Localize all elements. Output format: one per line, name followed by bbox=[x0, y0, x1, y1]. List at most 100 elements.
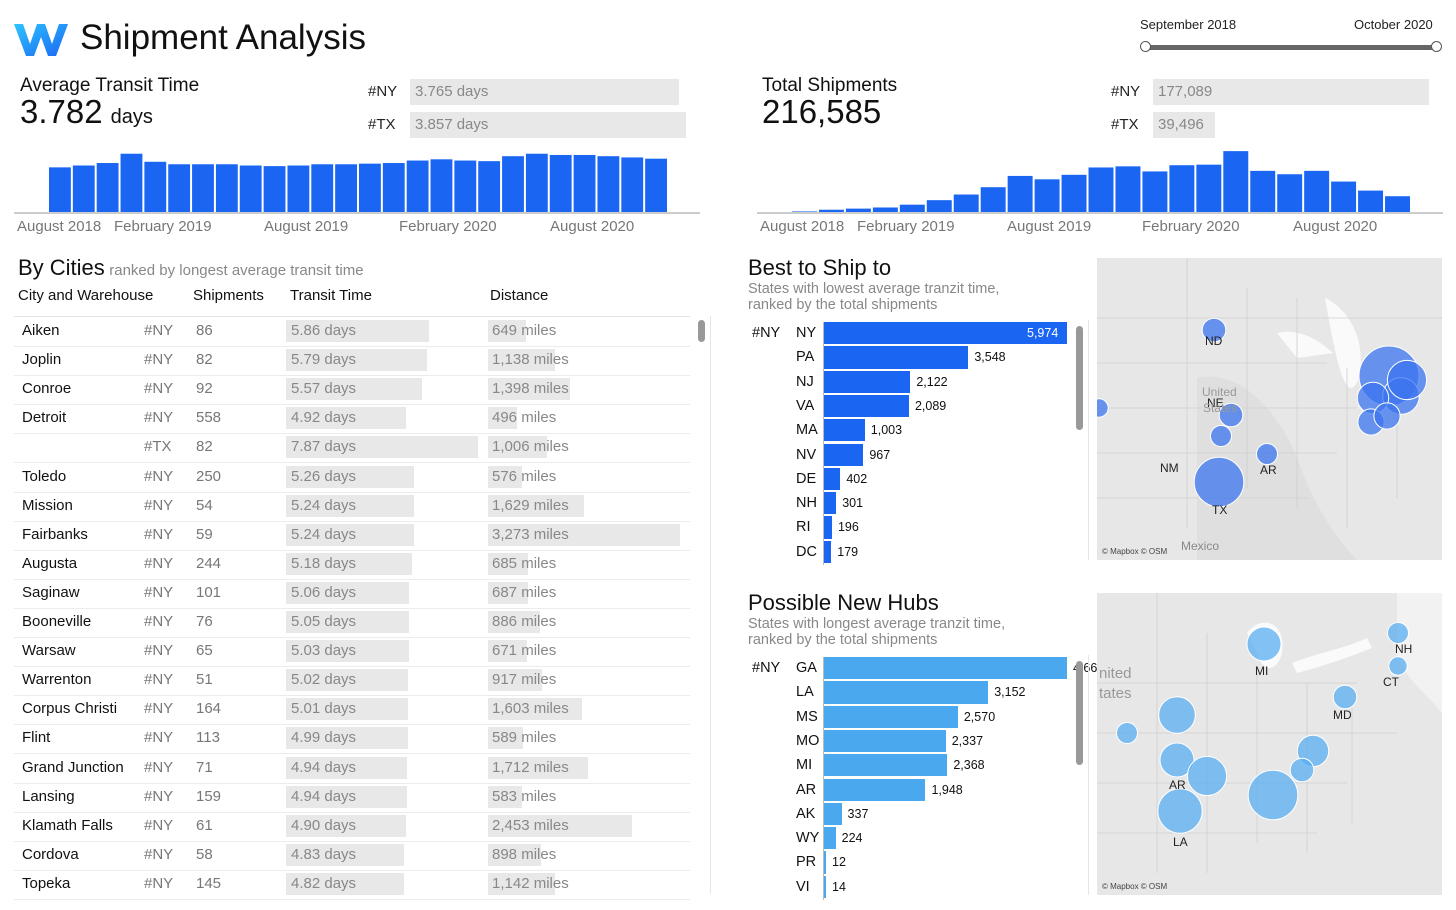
table-row[interactable]: Toledo #NY 250 5.26 days 576 miles bbox=[14, 463, 690, 493]
table-row[interactable]: Cordova #NY 58 4.83 days 898 miles bbox=[14, 841, 690, 871]
hubs-map-bubble[interactable] bbox=[1157, 788, 1203, 834]
hubs-bar[interactable] bbox=[824, 729, 946, 753]
slider-start-handle[interactable] bbox=[1140, 41, 1151, 52]
hubs-map-bubble[interactable] bbox=[1247, 769, 1299, 821]
best-bar[interactable] bbox=[824, 443, 864, 466]
transit-bar[interactable] bbox=[502, 156, 524, 212]
hubs-map-bubble[interactable] bbox=[1332, 684, 1358, 710]
shipments-bar[interactable] bbox=[1034, 179, 1060, 212]
hubs-bar[interactable] bbox=[824, 802, 842, 826]
table-row[interactable]: Corpus Christi #NY 164 5.01 days 1,603 miles bbox=[14, 695, 690, 726]
shipments-bar[interactable] bbox=[1115, 166, 1141, 212]
shipments-bar[interactable] bbox=[980, 187, 1006, 212]
table-row[interactable]: Saginaw #NY 101 5.06 days 687 miles bbox=[14, 579, 690, 609]
shipments-bar[interactable] bbox=[899, 204, 925, 212]
best-bar[interactable] bbox=[824, 394, 909, 418]
shipments-bar[interactable] bbox=[1385, 196, 1410, 212]
table-row[interactable]: Booneville #NY 76 5.05 days 886 miles bbox=[14, 608, 690, 638]
hubs-map-bubble[interactable] bbox=[1246, 626, 1282, 662]
shipments-bar[interactable] bbox=[818, 209, 844, 212]
shipments-bar[interactable] bbox=[953, 194, 979, 212]
transit-bar[interactable] bbox=[525, 153, 548, 212]
table-row[interactable]: Mission #NY 54 5.24 days 1,629 miles bbox=[14, 492, 690, 522]
hubs-map-bubble[interactable] bbox=[1186, 755, 1228, 797]
shipments-bar[interactable] bbox=[1250, 170, 1276, 212]
transit-bar[interactable] bbox=[359, 163, 381, 212]
transit-bar[interactable] bbox=[430, 159, 453, 212]
shipments-bar[interactable] bbox=[872, 207, 898, 212]
table-row[interactable]: Joplin #NY 82 5.79 days 1,138 miles bbox=[14, 346, 690, 377]
shipments-bar[interactable] bbox=[1304, 170, 1330, 212]
hubs-scrollbar[interactable] bbox=[1076, 661, 1083, 765]
best-map-bubble[interactable] bbox=[1097, 398, 1109, 418]
best-map-bubble[interactable] bbox=[1386, 359, 1428, 401]
best-bar[interactable] bbox=[824, 346, 969, 369]
transit-bar[interactable] bbox=[215, 164, 238, 212]
slider-end-handle[interactable] bbox=[1431, 41, 1442, 52]
best-map-bubble[interactable] bbox=[1201, 317, 1227, 343]
table-row[interactable]: Warsaw #NY 65 5.03 days 671 miles bbox=[14, 637, 690, 668]
transit-bar[interactable] bbox=[549, 154, 572, 212]
hubs-map-bubble[interactable] bbox=[1158, 696, 1196, 734]
best-bar[interactable] bbox=[824, 516, 832, 539]
transit-bar[interactable] bbox=[168, 164, 191, 212]
transit-bar[interactable] bbox=[263, 166, 286, 212]
table-row[interactable]: Flint #NY 113 4.99 days 589 miles bbox=[14, 724, 690, 755]
hubs-map-bubble[interactable] bbox=[1159, 742, 1195, 778]
transit-bar[interactable] bbox=[72, 165, 95, 213]
best-bar[interactable] bbox=[824, 322, 1067, 345]
col-header-city[interactable]: City and Warehouse bbox=[18, 287, 154, 304]
hubs-bar[interactable] bbox=[824, 754, 948, 777]
table-row[interactable]: Aiken #NY 86 5.86 days 649 miles bbox=[14, 317, 690, 347]
transit-bar[interactable] bbox=[645, 158, 667, 212]
table-row[interactable]: Lansing #NY 159 4.94 days 583 miles bbox=[14, 783, 690, 813]
transit-bar[interactable] bbox=[382, 163, 405, 212]
shipments-bar[interactable] bbox=[1061, 174, 1087, 212]
transit-bar[interactable] bbox=[49, 167, 71, 212]
hubs-bar[interactable] bbox=[824, 681, 989, 704]
transit-bar[interactable] bbox=[597, 156, 620, 212]
best-map-bubble[interactable] bbox=[1218, 402, 1244, 428]
hubs-bar[interactable] bbox=[824, 705, 958, 728]
best-map-bubble[interactable] bbox=[1373, 402, 1401, 430]
best-bar[interactable] bbox=[824, 467, 841, 491]
hubs-map-bubble[interactable] bbox=[1388, 656, 1408, 676]
table-row[interactable]: Grand Junction #NY 71 4.94 days 1,712 miles bbox=[14, 754, 690, 784]
transit-bar[interactable] bbox=[311, 164, 334, 212]
table-row[interactable]: Warrenton #NY 51 5.02 days 917 miles bbox=[14, 666, 690, 697]
best-map[interactable]: ND United NE States NM TX AR Mexico © Ma… bbox=[1097, 258, 1442, 560]
shipments-bar[interactable] bbox=[926, 200, 952, 212]
best-map-bubble[interactable] bbox=[1256, 443, 1278, 465]
shipments-bar[interactable] bbox=[1331, 181, 1357, 212]
hubs-bar[interactable] bbox=[824, 851, 826, 874]
table-row[interactable]: Topeka #NY 145 4.82 days 1,142 miles bbox=[14, 870, 690, 900]
hubs-bar[interactable] bbox=[824, 778, 926, 801]
date-range-slider[interactable] bbox=[1140, 40, 1442, 56]
best-bar[interactable] bbox=[824, 492, 837, 515]
transit-bar[interactable] bbox=[406, 160, 429, 212]
shipments-bar[interactable] bbox=[1088, 167, 1114, 212]
table-row[interactable]: Conroe #NY 92 5.57 days 1,398 miles bbox=[14, 375, 690, 406]
transit-bar[interactable] bbox=[239, 165, 262, 213]
hubs-bar[interactable] bbox=[824, 657, 1067, 680]
transit-bar[interactable] bbox=[478, 161, 501, 212]
hubs-bar[interactable] bbox=[824, 827, 836, 850]
hubs-bar[interactable] bbox=[824, 875, 826, 898]
transit-bar[interactable] bbox=[335, 164, 357, 212]
shipments-bar[interactable] bbox=[1142, 171, 1168, 212]
best-bar[interactable] bbox=[824, 419, 865, 442]
transit-bar[interactable] bbox=[96, 163, 119, 212]
shipments-bar[interactable] bbox=[1196, 164, 1222, 212]
transit-bar[interactable] bbox=[144, 161, 167, 212]
table-row[interactable]: #TX 82 7.87 days 1,006 miles bbox=[14, 433, 690, 464]
best-scrollbar[interactable] bbox=[1076, 326, 1083, 430]
shipments-bar[interactable] bbox=[792, 211, 817, 212]
hubs-map[interactable]: MI NH CT MD nited tates AR LA © Mapbox ©… bbox=[1097, 593, 1442, 895]
shipments-bar[interactable] bbox=[1169, 165, 1195, 212]
table-row[interactable]: Klamath Falls #NY 61 4.90 days 2,453 miles bbox=[14, 812, 690, 842]
hubs-map-bubble[interactable] bbox=[1387, 622, 1409, 644]
transit-bar[interactable] bbox=[621, 157, 644, 212]
transit-bar[interactable] bbox=[120, 153, 143, 212]
col-header-distance[interactable]: Distance bbox=[490, 287, 549, 304]
table-row[interactable]: Augusta #NY 244 5.18 days 685 miles bbox=[14, 550, 690, 580]
